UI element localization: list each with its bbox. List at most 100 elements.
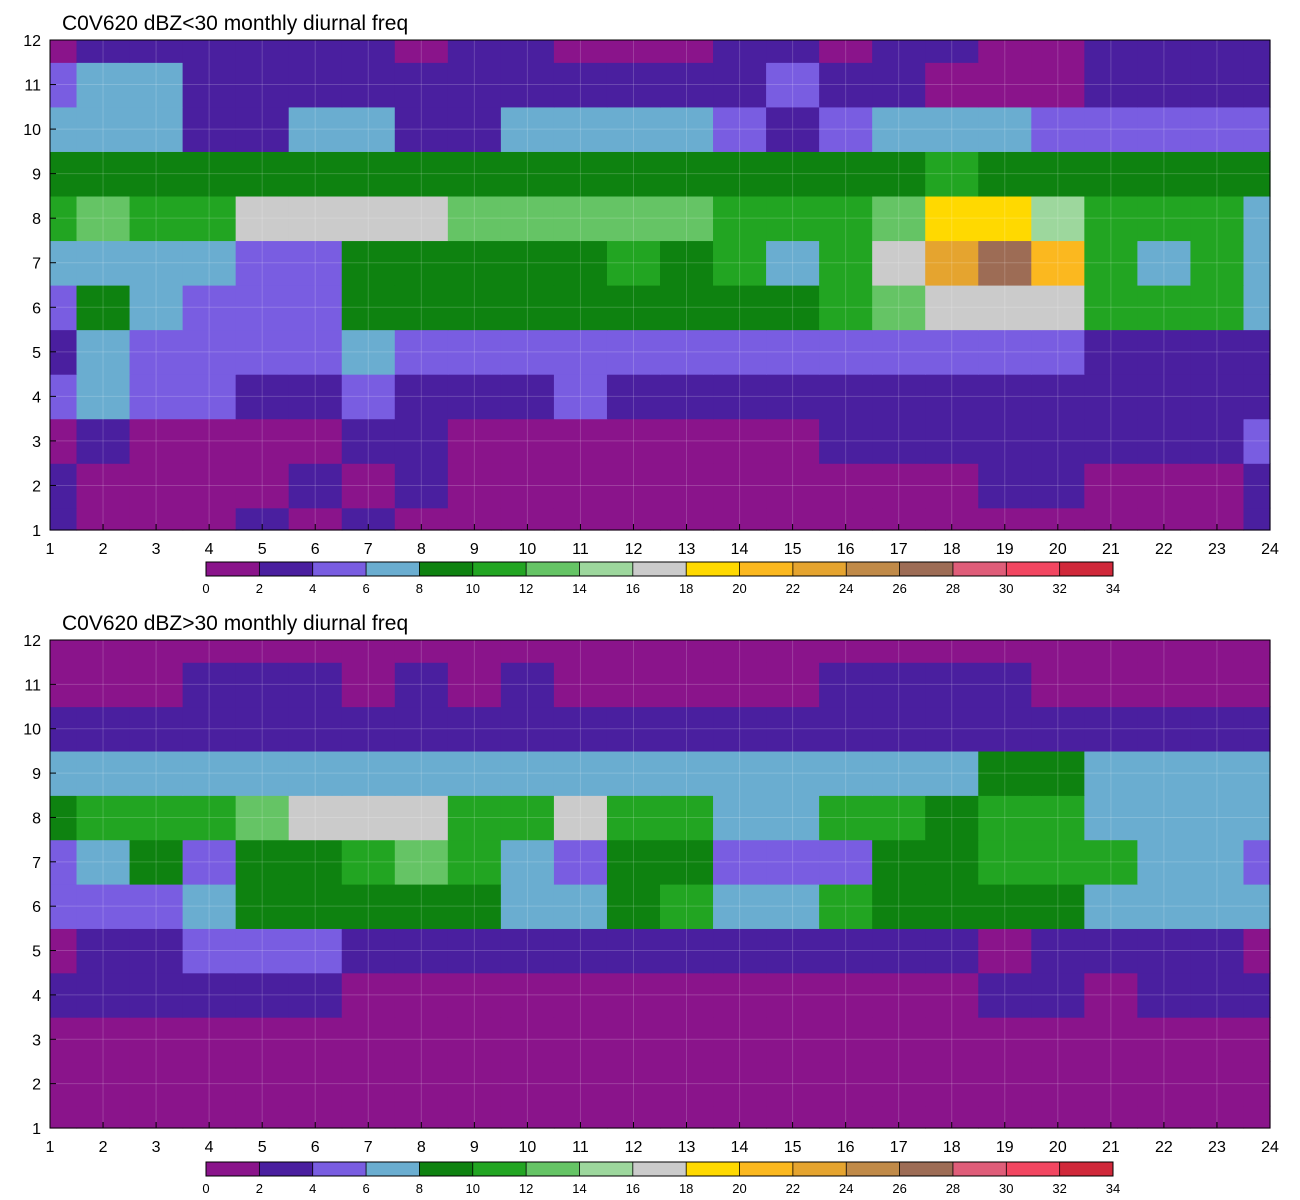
x-tick-label: 12 [625,541,643,558]
heatmap-cell [978,706,1032,752]
heatmap-cell [925,151,979,197]
heatmap-cell [1137,195,1192,242]
heatmap-cell [660,374,714,420]
heatmap-cell [819,240,873,286]
heatmap-cell [553,240,608,286]
colorbar-swatch [739,562,794,576]
colorbar-swatch [739,1162,794,1176]
x-tick-label: 20 [1049,1139,1067,1156]
heatmap-cell [713,329,767,375]
heatmap-cell [713,240,767,286]
heatmap-cell [713,463,767,509]
heatmap-cell [660,40,714,63]
heatmap-cell [129,62,184,108]
heatmap-panel-2: 1 2 3 4 5 6 7 8 9 10 11 12 13 14 15 16 17 18 19 20 21 22 23 241… [23,633,1279,1196]
heatmap-cell [1243,374,1271,420]
colorbar-tick-label: 24 [839,581,853,596]
heatmap-cell [766,463,820,509]
heatmap-cell [500,418,555,464]
heatmap-cell [235,62,290,108]
heatmap-cell [447,839,502,885]
heatmap-cell [660,507,714,531]
heatmap-cell [766,706,820,752]
heatmap-cell [288,106,343,152]
colorbar-swatch [1006,1162,1060,1176]
x-tick-label: 9 [470,1139,479,1156]
colorbar-tick-label: 14 [572,1181,586,1196]
colorbar-swatch [526,562,580,576]
heatmap-cell [76,884,131,929]
colorbar-swatch [1059,562,1114,576]
heatmap-cell [288,62,343,108]
heatmap-cell [341,418,396,464]
heatmap-cell [235,839,290,885]
y-tick-label: 8 [32,810,41,827]
heatmap-cell [76,240,131,286]
heatmap-cell [872,706,926,752]
x-axis: 1 2 3 4 5 6 7 8 9 10 11 12 13 14 15 16 17 18 19 20 21 22 23 24 [46,524,1279,558]
heatmap-cell [660,151,714,197]
heatmap-cell [76,795,131,841]
heatmap-cell [1137,662,1192,708]
heatmap-cell [288,706,343,752]
heatmap-cell [394,507,449,531]
heatmap-cell [766,795,820,841]
x-tick-label: 9 [470,541,479,558]
colorbar-tick-label: 28 [946,1181,960,1196]
heatmap-cell [713,418,767,464]
colorbar-tick-label: 30 [999,1181,1013,1196]
heatmap-cell [1190,1105,1245,1129]
heatmap-cell [1190,240,1245,286]
heatmap-cell [1031,329,1085,375]
heatmap-cell [606,195,661,242]
heatmap-cell [925,1017,979,1063]
heatmap-cell [447,106,502,152]
colorbar-tick-label: 16 [626,581,640,596]
heatmap-cell [235,662,290,708]
heatmap-cell [235,1061,290,1107]
heatmap-cell [660,195,714,242]
heatmap-cell [1190,884,1245,929]
heatmap-cell [235,151,290,197]
heatmap-cell [1084,928,1138,974]
y-tick-label: 4 [32,389,41,406]
heatmap-cell [1137,151,1192,197]
heatmap-cell [288,151,343,197]
colorbar-tick-label: 4 [309,1181,316,1196]
chart-title-bottom: C0V620 dBZ>30 monthly diurnal freq [62,612,409,635]
heatmap-cell [1243,839,1271,885]
heatmap-cell [978,795,1032,841]
heatmap-cell [606,106,661,152]
heatmap-cell [76,662,131,708]
heatmap-cell [447,374,502,420]
heatmap-cell [660,1105,714,1129]
heatmap-cell [1031,374,1085,420]
heatmap-cell [606,884,661,929]
heatmap-cell [235,329,290,375]
heatmap-cell [1084,285,1138,331]
heatmap-cell [819,795,873,841]
heatmap-cell [447,1017,502,1063]
heatmap-cell [129,507,184,531]
heatmap-cell [819,374,873,420]
heatmap-cell [1084,418,1138,464]
heatmap-cell [766,285,820,331]
heatmap-cell [1190,640,1245,663]
heatmap-cell [129,1105,184,1129]
heatmap-cell [76,1105,131,1129]
heatmap-cell [129,240,184,286]
heatmap-cell [1084,507,1138,531]
heatmap-cell [606,463,661,509]
heatmap-cell [182,106,237,152]
heatmap-cell [978,195,1032,242]
heatmap-cell [1137,1105,1192,1129]
colorbar-tick-label: 0 [202,1181,209,1196]
heatmap-cell [925,1105,979,1129]
colorbar-frame [205,1161,1114,1177]
colorbar-tick-label: 22 [786,581,800,596]
heatmap-cell [394,151,449,197]
heatmap-cell [182,285,237,331]
x-tick-label: 11 [572,541,589,558]
heatmap-cell [394,62,449,108]
colorbar-tick-label: 2 [256,1181,263,1196]
